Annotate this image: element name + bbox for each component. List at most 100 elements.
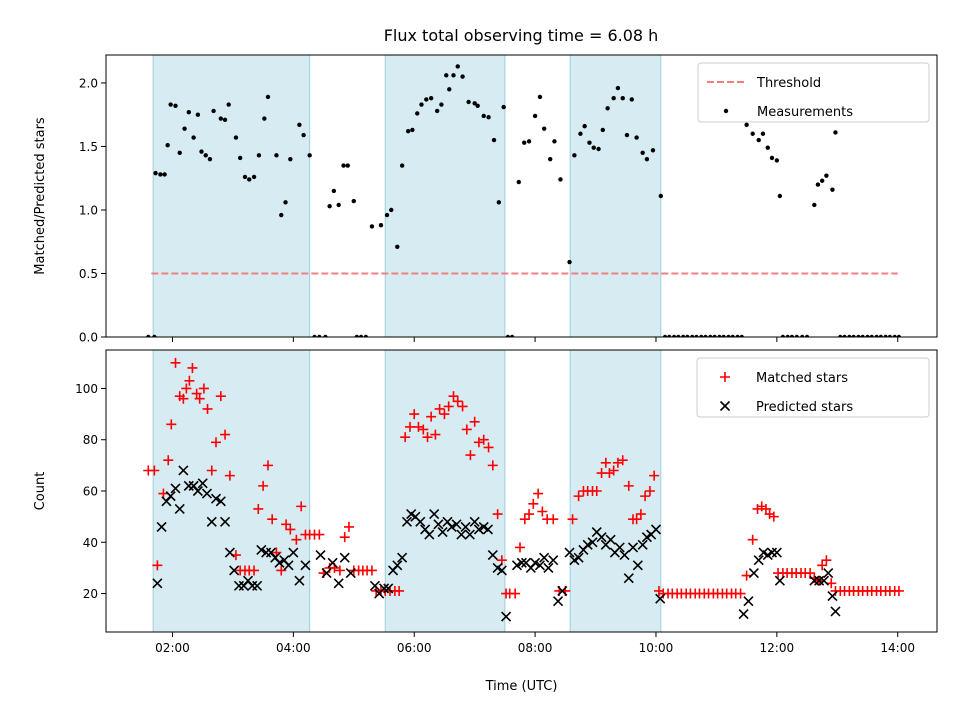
predicted-star-point — [473, 524, 484, 535]
measurement-point — [582, 123, 587, 129]
measurement-point — [207, 156, 213, 162]
measurement-point — [331, 188, 337, 194]
predicted-star-point — [753, 555, 764, 566]
matched-star-point — [276, 565, 287, 576]
matched-star-point — [457, 401, 468, 412]
measurement-point — [451, 73, 456, 78]
predicted-star-point — [460, 521, 471, 532]
matched-star-point — [187, 362, 198, 373]
predicted-star-point — [596, 532, 607, 543]
predicted-star-point — [378, 583, 390, 594]
measurement-point — [369, 224, 375, 229]
measurement-point — [739, 334, 744, 337]
measurement-point — [615, 85, 621, 91]
measurement-point — [640, 150, 645, 156]
measurement-point — [475, 103, 480, 109]
measurement-point — [804, 334, 810, 337]
predicted-star-point — [623, 573, 634, 584]
predicted-star-point — [557, 585, 568, 597]
predicted-star-point — [192, 485, 203, 497]
measurement-point — [874, 334, 879, 337]
measurement-point — [847, 334, 852, 337]
measurement-point — [419, 102, 424, 107]
measurement-point — [222, 117, 228, 122]
plot-data-layer — [143, 357, 904, 622]
x-tick-label: 08:00 — [518, 641, 553, 655]
measurement-point — [552, 139, 557, 144]
observing-interval-band — [384, 54, 506, 338]
measurement-point — [680, 334, 686, 337]
matched-star-point — [439, 409, 450, 420]
matched-star-point — [826, 578, 837, 589]
legend-matched-swatch — [720, 372, 730, 382]
measurement-point — [274, 153, 279, 158]
matched-star-point — [768, 511, 779, 522]
matched-star-point — [524, 509, 535, 520]
matched-star-point — [418, 424, 429, 435]
predicted-star-point — [433, 519, 444, 530]
measurement-point — [712, 334, 717, 337]
matched-star-point — [296, 501, 307, 512]
matched-star-point — [644, 486, 655, 496]
measurement-point — [165, 142, 170, 148]
measurement-point — [522, 140, 527, 145]
predicted-star-point — [429, 509, 440, 520]
matched-star-point — [537, 506, 548, 517]
measurement-point — [363, 334, 369, 337]
matched-star-point — [760, 503, 771, 514]
measurement-point — [288, 156, 293, 162]
predicted-star-point — [201, 488, 212, 499]
legend-box — [696, 357, 930, 418]
matched-star-point — [430, 429, 441, 440]
matched-star-point — [548, 514, 559, 525]
matched-star-point — [253, 503, 264, 514]
measurement-point — [744, 122, 749, 128]
predicted-star-point — [252, 580, 263, 591]
measurement-point — [509, 334, 515, 337]
x-tick-label: 10:00 — [639, 641, 674, 655]
matched-star-point — [448, 391, 459, 402]
predicted-star-point — [206, 516, 217, 527]
matched-star-point — [194, 393, 205, 404]
measurement-point — [789, 334, 795, 337]
matched-star-point — [514, 542, 525, 553]
matched-star-point — [741, 570, 752, 581]
measurement-point — [439, 102, 444, 107]
matched-star-point — [198, 383, 209, 394]
measurement-point — [481, 113, 486, 119]
measurement-point — [726, 334, 731, 337]
measurement-point — [629, 97, 634, 102]
matched-star-point — [149, 465, 160, 476]
measurement-point — [345, 163, 350, 168]
measurement-point — [824, 173, 829, 178]
predicted-star-point — [771, 547, 782, 558]
measurement-point — [424, 97, 429, 102]
measurement-point — [600, 127, 605, 133]
matched-star-point — [314, 529, 325, 540]
matched-star-point — [617, 455, 628, 466]
predicted-star-point — [224, 547, 235, 558]
measurement-point — [765, 145, 770, 150]
measurement-point — [153, 170, 158, 176]
measurement-point — [505, 334, 511, 337]
matched-star-point — [249, 565, 260, 576]
matched-star-point — [215, 391, 226, 402]
measurement-point — [405, 129, 411, 134]
measurement-point — [578, 131, 583, 136]
predicted-star-point — [534, 560, 545, 571]
predicted-star-point — [397, 552, 408, 563]
measurement-point — [750, 131, 755, 136]
measurement-point — [279, 212, 284, 218]
measurement-point — [794, 334, 799, 337]
predicted-star-point — [219, 516, 231, 527]
predicted-star-point — [564, 547, 575, 558]
matched-star-point — [567, 514, 578, 525]
measurement-point — [685, 334, 690, 337]
measurement-point — [537, 94, 543, 100]
predicted-star-point — [369, 580, 381, 591]
observing-interval-band — [384, 349, 506, 633]
matched-star-point — [461, 424, 472, 435]
y-tick-label: 1.0 — [79, 203, 98, 217]
measurement-point — [611, 95, 616, 101]
matched-star-point — [600, 457, 611, 468]
